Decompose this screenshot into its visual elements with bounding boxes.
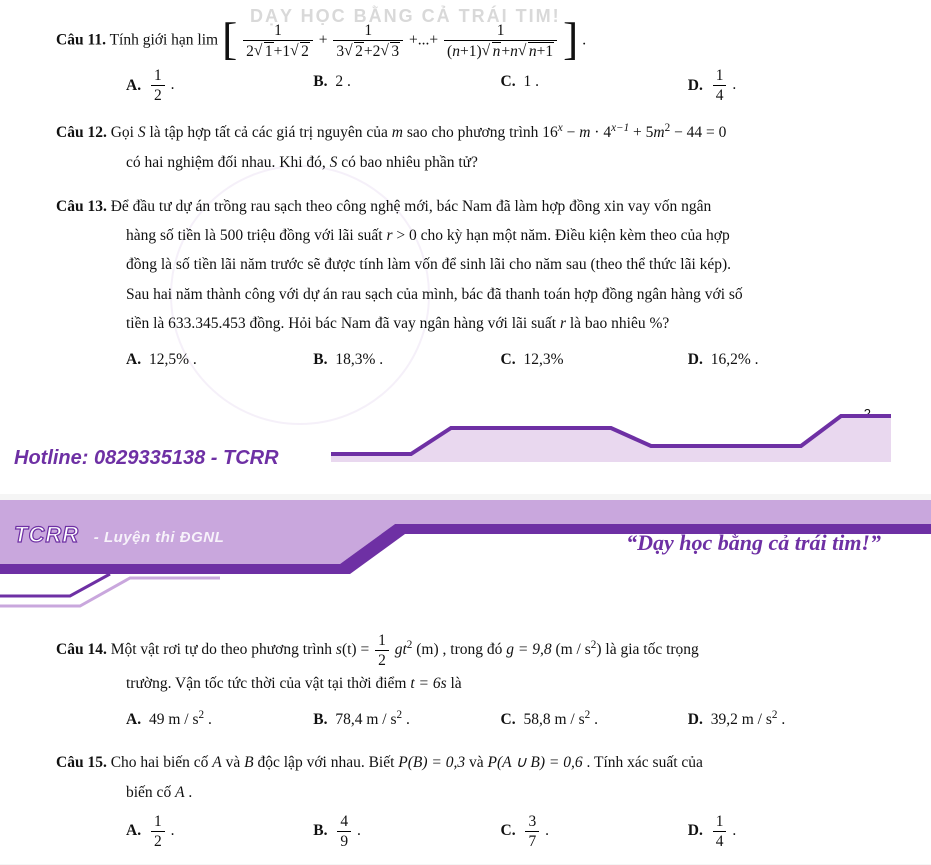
q11-term2: 1 32+23: [333, 22, 403, 60]
q11-plus1: +: [319, 31, 332, 48]
bracket-open: [: [222, 18, 237, 59]
q11-lim: lim: [197, 31, 218, 48]
question-13: Câu 13. Để đầu tư dự án trồng rau sạch t…: [56, 192, 875, 375]
q11-choice-c: C. 1 .: [501, 67, 688, 104]
q13-choices: A. 12,5% . B. 18,3% . C. 12,3% D. 16,2% …: [126, 345, 875, 374]
q14-choice-b: B. 78,4 m / s2 .: [313, 705, 500, 735]
bracket-close: ]: [563, 18, 578, 59]
q13-choice-b: B. 18,3% .: [313, 345, 500, 374]
page-1: DẠY HỌC BẰNG CẢ TRÁI TIM! Câu 11. Tính g…: [0, 0, 931, 494]
q11-choices: A. 12 . B. 2 . C. 1 . D. 14 .: [126, 67, 875, 104]
question-12: Câu 12. Gọi S là tập hợp tất cả các giá …: [56, 118, 875, 177]
q15-choice-d: D. 14 .: [688, 813, 875, 850]
q12-line2: có hai nghiệm đối nhau. Khi đó, S có bao…: [126, 148, 875, 177]
page2-header: TCRR - Luyện thi ĐGNL “Dạy học bằng cả t…: [0, 500, 931, 620]
q14-choice-c: C. 58,8 m / s2 .: [501, 705, 688, 735]
q13-choice-a: A. 12,5% .: [126, 345, 313, 374]
q11-term3: 1 (n+1)n+nn+1: [444, 22, 557, 60]
page-2: TCRR - Luyện thi ĐGNL “Dạy học bằng cả t…: [0, 500, 931, 864]
q13-choice-d: D. 16,2% .: [688, 345, 875, 374]
q15-choice-a: A. 12 .: [126, 813, 313, 850]
hotline-text: Hotline: 0829335138 - TCRR: [14, 447, 279, 470]
q11-choice-b: B. 2 .: [313, 67, 500, 104]
header-shape: [0, 500, 931, 620]
q14-label: Câu 14.: [56, 641, 107, 658]
question-15: Câu 15. Cho hai biến cố A và B độc lập v…: [56, 748, 875, 850]
brand-subtitle: - Luyện thi ĐGNL: [89, 529, 224, 546]
q11-label: Câu 11.: [56, 31, 106, 48]
question-11: Câu 11. Tính giới hạn lim [ 1 21+12 + 1 …: [56, 20, 875, 104]
q11-lead: Tính giới hạn: [110, 31, 198, 48]
page1-footer: 2 Hotline: 0829335138 - TCRR: [40, 402, 891, 494]
q13-label: Câu 13.: [56, 198, 107, 215]
q14-choice-d: D. 39,2 m / s2 .: [688, 705, 875, 735]
q11-term1: 1 21+12: [243, 22, 313, 60]
slogan: “Dạy học bằng cả trái tim!”: [626, 530, 881, 556]
q14-choices: A. 49 m / s2 . B. 78,4 m / s2 . C. 58,8 …: [126, 705, 875, 735]
q11-choice-a: A. 12 .: [126, 67, 313, 104]
question-14: Câu 14. Một vật rơi tự do theo phương tr…: [56, 632, 875, 734]
q13-choice-c: C. 12,3%: [501, 345, 688, 374]
q12-label: Câu 12.: [56, 125, 107, 142]
q11-dots: +...+: [409, 31, 442, 48]
brand-logo: TCRR: [14, 522, 79, 547]
q11-choice-d: D. 14 .: [688, 67, 875, 104]
q14-choice-a: A. 49 m / s2 .: [126, 705, 313, 735]
footer-shape: [331, 402, 891, 462]
q15-label: Câu 15.: [56, 754, 107, 771]
q15-choice-b: B. 49 .: [313, 813, 500, 850]
q15-choice-c: C. 37 .: [501, 813, 688, 850]
q11-period: .: [582, 31, 586, 48]
q15-choices: A. 12 . B. 49 . C. 37 . D. 14 .: [126, 813, 875, 850]
brand: TCRR - Luyện thi ĐGNL: [14, 522, 224, 548]
